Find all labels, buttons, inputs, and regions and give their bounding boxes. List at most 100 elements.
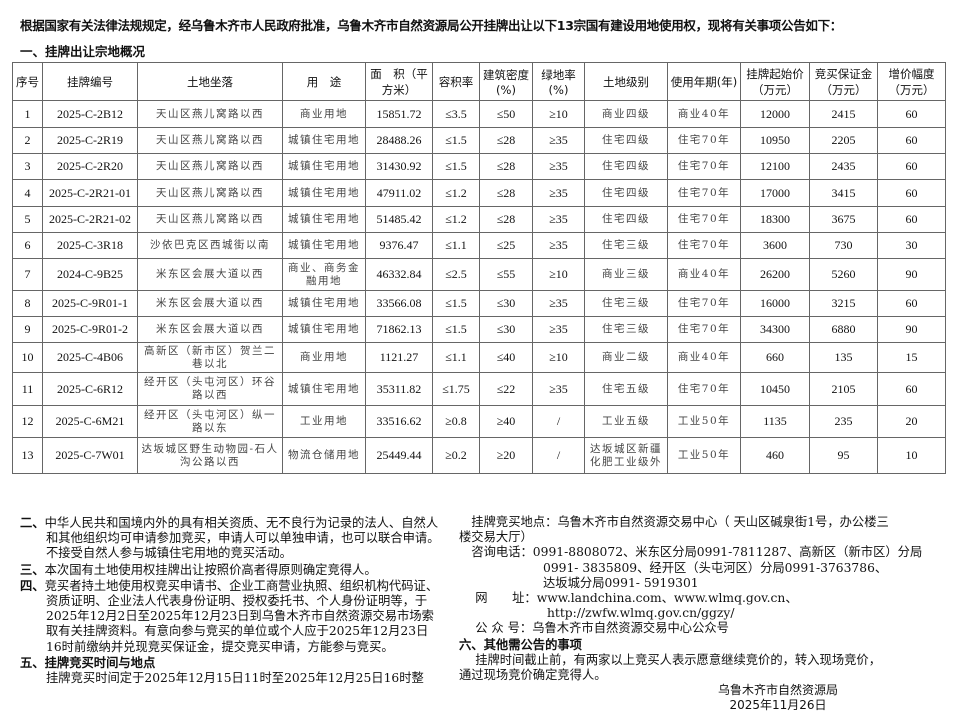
cell-location: 天山区燕儿窝路以西 — [137, 206, 283, 233]
table-header-row: 序号 挂牌编号 土地坐落用 途面 积（平方米） 容积率 建筑密度(%) 绿地率(%) 土地级… — [12, 62, 946, 101]
cell-green-ratio: ≥35 — [532, 153, 585, 180]
table-row: 11 2025-C-6R12 经开区（头屯河区）环谷路以西 城镇住宅用地 35311.8… — [12, 372, 946, 406]
cell-area: 47911.02 — [365, 179, 433, 207]
phone-line-1: 咨询电话：0991-8808072、米东区分局0991-7811287、高新区（… — [459, 545, 949, 560]
cell-deposit: 3675 — [809, 206, 878, 233]
cell-listing-no: 2025-C-2R19 — [42, 127, 138, 154]
header-use-term: 使用年期(年) — [667, 62, 741, 101]
section6-line-1: 挂牌时间截止前，有两家以上竞买人表示愿意继续竞价的，转入现场竞价， — [459, 652, 882, 667]
cell-start-price: 1135 — [740, 405, 810, 438]
cell-deposit: 2415 — [809, 100, 878, 128]
cell-green-ratio: ≥35 — [532, 206, 585, 233]
cell-use-term: 住宅70年 — [667, 290, 741, 317]
cell-listing-no: 2025-C-9R01-2 — [42, 316, 138, 343]
phone-line-3: 达坂城分局0991- 5919301 — [543, 575, 699, 590]
cell-deposit: 95 — [809, 437, 878, 474]
header-land-grade: 土地级别 — [584, 62, 668, 101]
cell-area: 71862.13 — [365, 316, 433, 343]
cell-start-price: 16000 — [740, 290, 810, 317]
cell-land-grade: 达坂城区新疆化肥工业级外 — [584, 437, 668, 474]
cell-location: 米东区会展大道以西 — [137, 258, 283, 291]
cell-building-density: ≤28 — [479, 127, 533, 154]
section4-heading: 四、 — [20, 577, 45, 593]
cell-green-ratio: ≥10 — [532, 258, 585, 291]
cell-green-ratio: ≥35 — [532, 127, 585, 154]
cell-green-ratio: ≥35 — [532, 372, 585, 406]
cell-listing-no: 2025-C-9R01-1 — [42, 290, 138, 317]
cell-seq: 6 — [12, 232, 43, 259]
cell-seq: 11 — [12, 372, 43, 406]
cell-seq: 13 — [12, 437, 43, 474]
cell-deposit: 135 — [809, 342, 878, 373]
cell-area: 35311.82 — [365, 372, 433, 406]
cell-land-grade: 住宅四级 — [584, 127, 668, 154]
cell-plot-ratio: ≤1.75 — [432, 372, 480, 406]
cell-location: 天山区燕儿窝路以西 — [137, 179, 283, 207]
section2: 二、中华人民共和国境内外的具有相关资质、无不良行为记录的法人、自然人和其他组织均… — [20, 515, 440, 562]
cell-green-ratio: / — [532, 405, 585, 438]
cell-start-price: 10950 — [740, 127, 810, 154]
cell-location: 经开区（头屯河区）环谷路以西 — [137, 372, 283, 406]
section5-heading: 五、挂牌竞买时间与地点 — [20, 654, 156, 670]
left-notice-column: 二、中华人民共和国境内外的具有相关资质、无不良行为记录的法人、自然人和其他组织均… — [20, 515, 440, 686]
cell-seq: 3 — [12, 153, 43, 180]
cell-listing-no: 2025-C-2R21-01 — [42, 179, 138, 207]
cell-seq: 9 — [12, 316, 43, 343]
cell-area: 28488.26 — [365, 127, 433, 154]
table-row: 6 2025-C-3R18 沙依巴克区西城街以南 城镇住宅用地 9376.47 ≤1.1 ≤… — [12, 232, 946, 259]
cell-listing-no: 2025-C-2R20 — [42, 153, 138, 180]
cell-land-grade: 住宅五级 — [584, 372, 668, 406]
cell-green-ratio: ≥35 — [532, 232, 585, 259]
cell-increment: 60 — [877, 372, 946, 406]
table-row: 1 2025-C-2B12 天山区燕儿窝路以西 商业用地 15851.72 ≤3.5 ≤50… — [12, 100, 946, 128]
cell-area: 33516.62 — [365, 405, 433, 438]
cell-location: 米东区会展大道以西 — [137, 316, 283, 343]
cell-listing-no: 2024-C-9B25 — [42, 258, 138, 291]
website-line-2[interactable]: http://zwfw.wlmq.gov.cn/ggzy/ — [547, 606, 735, 621]
section4-text: 竞买者持土地使用权竞买申请书、企业工商营业执照、组织机构代码证、资质证明、企业法… — [44, 578, 439, 654]
cell-usage: 城镇住宅用地 — [282, 316, 366, 343]
cell-deposit: 6880 — [809, 316, 878, 343]
cell-green-ratio: ≥35 — [532, 290, 585, 317]
cell-seq: 5 — [12, 206, 43, 233]
header-start-price: 挂牌起始价（万元） — [740, 62, 810, 101]
cell-listing-no: 2025-C-2R21-02 — [42, 206, 138, 233]
cell-plot-ratio: ≤1.2 — [432, 206, 480, 233]
cell-deposit: 3215 — [809, 290, 878, 317]
cell-building-density: ≤28 — [479, 206, 533, 233]
signature-block: 乌鲁木齐市自然资源局 2025年11月26日 — [718, 683, 838, 713]
cell-location: 天山区燕儿窝路以西 — [137, 153, 283, 180]
cell-land-grade: 住宅四级 — [584, 179, 668, 207]
cell-plot-ratio: ≤2.5 — [432, 258, 480, 291]
cell-plot-ratio: ≤3.5 — [432, 100, 480, 128]
website-link-1[interactable]: www.landchina.com、www.wlmq.gov.cn、 — [536, 591, 798, 606]
right-notice-column: 挂牌竞买地点：乌鲁木齐市自然资源交易中心（ 天山区碱泉街1号，办公楼三 楼交易大… — [459, 515, 949, 683]
section2-heading: 二、 — [20, 515, 45, 530]
cell-location: 高新区（新市区）贺兰二巷以北 — [137, 342, 283, 373]
cell-increment: 60 — [877, 153, 946, 180]
cell-green-ratio: ≥35 — [532, 179, 585, 207]
table-row: 12 2025-C-6M21 经开区（头屯河区）纵一路以东 工业用地 33516.62 ≥… — [12, 405, 946, 438]
cell-increment: 15 — [877, 342, 946, 373]
cell-increment: 90 — [877, 258, 946, 291]
cell-area: 46332.84 — [365, 258, 433, 291]
cell-land-grade: 住宅三级 — [584, 232, 668, 259]
header-increment: 增价幅度（万元） — [877, 62, 946, 101]
cell-deposit: 5260 — [809, 258, 878, 291]
cell-plot-ratio: ≥0.2 — [432, 437, 480, 474]
section5-title: 五、挂牌竞买时间与地点 — [20, 655, 440, 671]
cell-land-grade: 商业四级 — [584, 100, 668, 128]
cell-green-ratio: ≥10 — [532, 100, 585, 128]
cell-usage: 商业用地 — [282, 342, 366, 373]
cell-green-ratio: ≥10 — [532, 342, 585, 373]
cell-building-density: ≥40 — [479, 405, 533, 438]
cell-usage: 城镇住宅用地 — [282, 127, 366, 154]
section3: 三、本次国有土地使用权挂牌出让按照价高者得原则确定竞得人。 — [20, 562, 440, 578]
header-usage: 用 途 — [282, 62, 366, 101]
section5-time: 挂牌竞买时间定于2025年12月15日11时至2025年12月25日16时整 — [46, 671, 424, 686]
cell-seq: 8 — [12, 290, 43, 317]
cell-seq: 7 — [12, 258, 43, 291]
cell-usage: 城镇住宅用地 — [282, 179, 366, 207]
cell-building-density: ≥20 — [479, 437, 533, 474]
header-deposit: 竞买保证金（万元） — [809, 62, 878, 101]
